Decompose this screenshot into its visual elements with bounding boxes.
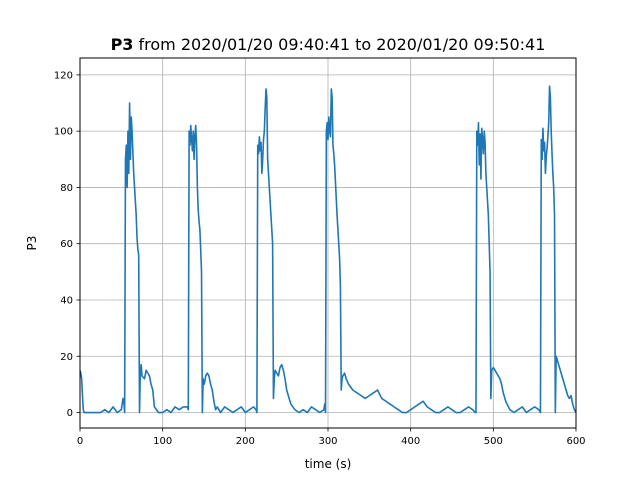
y-tick-label: 80 [60,183,73,194]
x-tick-label: 100 [153,436,172,447]
y-tick-label: 100 [54,127,73,138]
x-axis-ticks: 0 100 200 300 400 500 600 [77,428,586,447]
x-axis-label: time (s) [305,457,352,471]
y-axis-label: P3 [25,236,39,251]
y-tick-label: 40 [60,295,73,306]
x-tick-label: 200 [236,436,255,447]
x-tick-label: 0 [77,436,83,447]
series-line [79,85,577,414]
chart-title-rest: from 2020/01/20 09:40:41 to 2020/01/20 0… [133,35,545,54]
series-line-layer [79,85,577,414]
y-tick-label: 20 [60,352,73,363]
chart-title-bold: P3 [111,35,134,54]
y-tick-label: 0 [67,408,73,419]
y-axis-ticks: 0 20 40 60 80 100 120 [54,70,80,419]
chart-title: P3 from 2020/01/20 09:40:41 to 2020/01/2… [111,35,546,54]
x-tick-label: 600 [566,436,585,447]
y-tick-label: 120 [54,70,73,81]
x-tick-label: 300 [318,436,337,447]
x-tick-label: 400 [401,436,420,447]
x-tick-label: 500 [484,436,503,447]
y-tick-label: 60 [60,239,73,250]
